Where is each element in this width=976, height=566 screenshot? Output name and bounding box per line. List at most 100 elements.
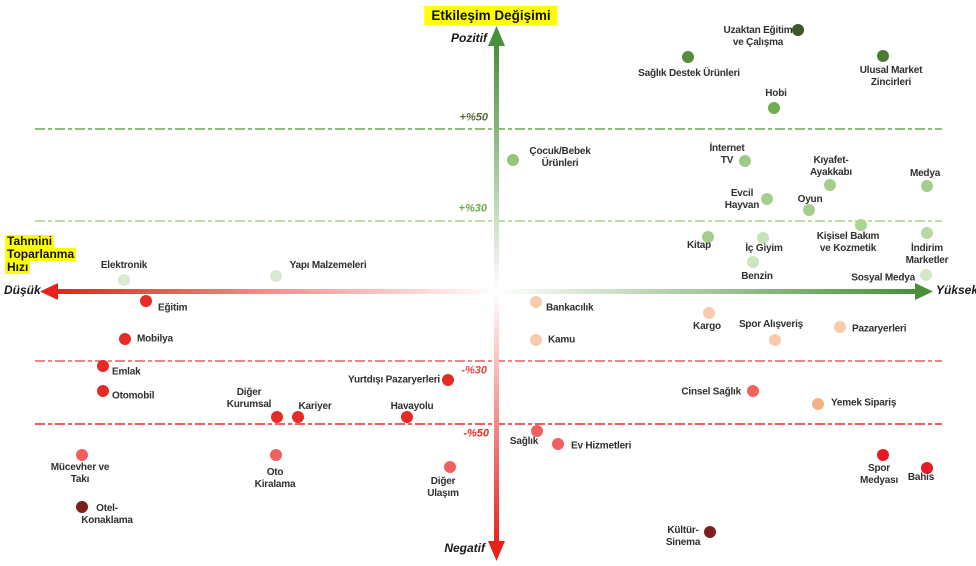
saglik-label: Sağlık (509, 436, 539, 447)
cinsel-saglik-label: Cinsel Sağlık (681, 386, 741, 398)
otomobil-label: Otomobil (112, 390, 155, 402)
emlak-label: Emlak (112, 366, 141, 378)
saglik-destek-urunleri-dot (682, 51, 694, 63)
egitim-dot (140, 295, 152, 307)
spor-alisveris-dot (769, 334, 781, 346)
kargo-dot (703, 307, 715, 319)
pazaryerleri-label: Pazaryerleri (852, 323, 907, 335)
kisisel-bakim-ve-kozmetik-dot (855, 219, 867, 231)
x-axis-title-line-2: Toparlanma (5, 247, 77, 261)
otomobil-dot (97, 385, 109, 397)
x-axis-title-line-3: Hızı (5, 260, 31, 274)
yemek-siparis-dot (812, 398, 824, 410)
uzaktan-egitim-ve-calisma-dot (792, 24, 804, 36)
ic-giyim-label: İç Giyim (745, 243, 783, 254)
mobilya-label: Mobilya (137, 333, 173, 345)
arrow-left-icon (40, 283, 58, 300)
diger-ulasim-label: Diğer Ulaşım (427, 476, 459, 499)
ulusal-market-zincirleri-dot (877, 50, 889, 62)
diger-ulasim-dot (444, 461, 456, 473)
spor-medyasi-dot (877, 449, 889, 461)
yemek-siparis-label: Yemek Sipariş (831, 397, 897, 409)
ic-giyim-dot (757, 232, 769, 244)
hobi-label: Hobi (765, 88, 787, 99)
emlak-dot (97, 360, 109, 372)
oyun-label: Oyun (797, 194, 823, 205)
x-axis-low-shaft (55, 289, 496, 294)
ev-hizmetleri-label: Ev Hizmetleri (571, 440, 632, 452)
kamu-dot (530, 334, 542, 346)
sosyal-medya-label: Sosyal Medya (851, 272, 915, 284)
kargo-label: Kargo (693, 321, 721, 332)
x-axis-low-label: Düşük (4, 283, 41, 297)
cinsel-saglik-dot (747, 385, 759, 397)
arrow-down-icon (488, 541, 505, 561)
sosyal-medya-dot (920, 269, 932, 281)
medya-dot (921, 180, 933, 192)
threshold-label-+%50: +%50 (459, 111, 488, 124)
oto-kiralama-label: Oto Kiralama (254, 467, 296, 490)
otel-konaklama-dot (76, 501, 88, 513)
bahis-dot (921, 462, 933, 474)
kiyafet-ayakkabi-dot (824, 179, 836, 191)
cocuk-bebek-urunleri-label: Çocuk/Bebek Ürünleri (529, 146, 591, 169)
kitap-dot (702, 231, 714, 243)
arrow-up-icon (488, 26, 505, 46)
ulusal-market-zincirleri-label: Ulusal Market Zincirleri (859, 65, 923, 88)
medya-label: Medya (909, 168, 941, 179)
threshold-label--%50: -%50 (463, 427, 489, 440)
threshold-lines (35, 128, 942, 425)
x-axis-high-label: Yüksek (936, 283, 976, 297)
ev-hizmetleri-dot (552, 438, 564, 450)
spor-alisveris-label: Spor Alışveriş (738, 319, 804, 330)
indirim-marketler-label: İndirim Marketler (905, 243, 949, 266)
kariyer-label: Kariyer (298, 401, 332, 412)
bankacilik-dot (530, 296, 542, 308)
mobilya-dot (119, 333, 131, 345)
y-axis-positive-shaft (494, 44, 499, 291)
hobi-dot (768, 102, 780, 114)
x-axis-title-line-1: Tahmini (5, 234, 55, 248)
x-axis-high-shaft (496, 289, 915, 294)
cocuk-bebek-urunleri-dot (507, 154, 519, 166)
y-axis-positive-label: Pozitif (451, 31, 487, 45)
pazaryerleri-dot (834, 321, 846, 333)
y-axis-title: Etkileşim Değişimi (424, 6, 558, 25)
x-axis-title: Tahmini Toparlanma Hızı (5, 234, 77, 274)
yapi-malzemeleri-label: Yapı Malzemeleri (289, 260, 367, 271)
egitim-label: Eğitim (158, 302, 188, 314)
evcil-hayvan-dot (761, 193, 773, 205)
otel-konaklama-label: Otel- Konaklama (81, 503, 133, 526)
kamu-label: Kamu (548, 334, 575, 346)
bahis-label: Bahis (907, 472, 935, 483)
yurtdisi-pazaryerleri-label: Yurtdışı Pazaryerleri (348, 374, 440, 386)
kisisel-bakim-ve-kozmetik-label: Kişisel Bakım ve Kozmetik (816, 231, 880, 254)
evcil-hayvan-label: Evcil Hayvan (724, 188, 760, 211)
mucevher-ve-taki-label: Mücevher ve Takı (50, 462, 110, 485)
benzin-label: Benzin (741, 271, 773, 282)
diger-kurumsal-dot (271, 411, 283, 423)
elektronik-label: Elektronik (100, 260, 148, 271)
kultur-sinema-dot (704, 526, 716, 538)
indirim-marketler-dot (921, 227, 933, 239)
arrow-right-icon (915, 283, 933, 300)
internet-tv-label: İnternet TV (709, 143, 745, 166)
saglik-destek-urunleri-label: Sağlık Destek Ürünleri (638, 68, 740, 79)
kultur-sinema-label: Kültür- Sinema (665, 525, 701, 548)
oyun-dot (803, 204, 815, 216)
oto-kiralama-dot (270, 449, 282, 461)
kariyer-dot (292, 411, 304, 423)
y-axis-negative-shaft (494, 291, 499, 545)
uzaktan-egitim-ve-calisma-label: Uzaktan Eğitim ve Çalışma (723, 25, 793, 48)
havayolu-dot (401, 411, 413, 423)
y-axis-negative-label: Negatif (444, 541, 485, 555)
yapi-malzemeleri-dot (270, 270, 282, 282)
threshold-label--%30: -%30 (461, 364, 487, 377)
threshold-label-+%30: +%30 (458, 202, 487, 215)
benzin-dot (747, 256, 759, 268)
internet-tv-dot (739, 155, 751, 167)
havayolu-label: Havayolu (390, 401, 434, 412)
yurtdisi-pazaryerleri-dot (442, 374, 454, 386)
kitap-label: Kitap (686, 240, 712, 251)
